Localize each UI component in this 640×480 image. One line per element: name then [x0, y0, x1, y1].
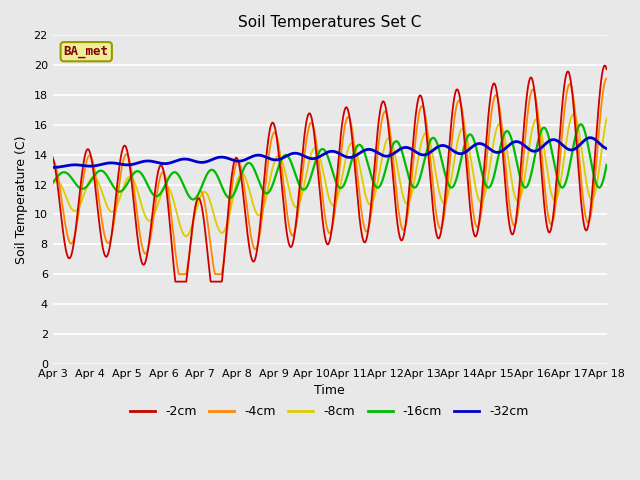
-2cm	[172, 279, 180, 285]
-8cm	[159, 189, 166, 194]
Line: -32cm: -32cm	[52, 138, 607, 168]
-32cm	[159, 161, 166, 167]
-8cm	[234, 175, 242, 181]
-4cm	[416, 107, 424, 113]
-16cm	[538, 128, 545, 134]
-8cm	[603, 116, 611, 121]
-16cm	[603, 162, 611, 168]
-32cm	[172, 158, 180, 164]
-2cm	[416, 93, 424, 98]
-16cm	[416, 175, 424, 181]
Y-axis label: Soil Temperature (C): Soil Temperature (C)	[15, 135, 28, 264]
-32cm	[49, 165, 57, 170]
-32cm	[603, 145, 611, 151]
Text: BA_met: BA_met	[64, 45, 109, 58]
Line: -4cm: -4cm	[52, 79, 607, 274]
-16cm	[488, 179, 496, 185]
-16cm	[234, 181, 242, 187]
-4cm	[538, 144, 545, 150]
-32cm	[49, 165, 56, 170]
-8cm	[172, 206, 180, 212]
-32cm	[416, 151, 424, 157]
-32cm	[488, 148, 496, 154]
-32cm	[538, 145, 545, 151]
-8cm	[49, 181, 56, 187]
-2cm	[601, 62, 609, 68]
-2cm	[159, 164, 166, 170]
-16cm	[172, 169, 180, 175]
-2cm	[538, 165, 545, 171]
-4cm	[49, 158, 56, 164]
Line: -8cm: -8cm	[52, 114, 607, 236]
-2cm	[234, 158, 242, 164]
-4cm	[172, 252, 180, 258]
Title: Soil Temperatures Set C: Soil Temperatures Set C	[238, 15, 421, 30]
-4cm	[234, 158, 242, 164]
-16cm	[189, 196, 197, 202]
-16cm	[577, 121, 584, 127]
-8cm	[538, 128, 545, 134]
-16cm	[159, 188, 166, 193]
-2cm	[49, 155, 56, 160]
-2cm	[172, 279, 179, 285]
Line: -16cm: -16cm	[52, 124, 607, 199]
-8cm	[182, 233, 189, 239]
-16cm	[49, 180, 56, 186]
X-axis label: Time: Time	[314, 384, 345, 397]
Line: -2cm: -2cm	[52, 65, 607, 282]
-8cm	[488, 148, 496, 154]
Legend: -2cm, -4cm, -8cm, -16cm, -32cm: -2cm, -4cm, -8cm, -16cm, -32cm	[125, 400, 534, 423]
-2cm	[488, 84, 496, 90]
-8cm	[570, 111, 577, 117]
-32cm	[586, 135, 594, 141]
-2cm	[603, 66, 611, 72]
-4cm	[603, 76, 611, 82]
-8cm	[416, 146, 424, 152]
-32cm	[234, 158, 242, 164]
-4cm	[488, 104, 496, 110]
-4cm	[175, 271, 183, 277]
-4cm	[159, 169, 166, 175]
